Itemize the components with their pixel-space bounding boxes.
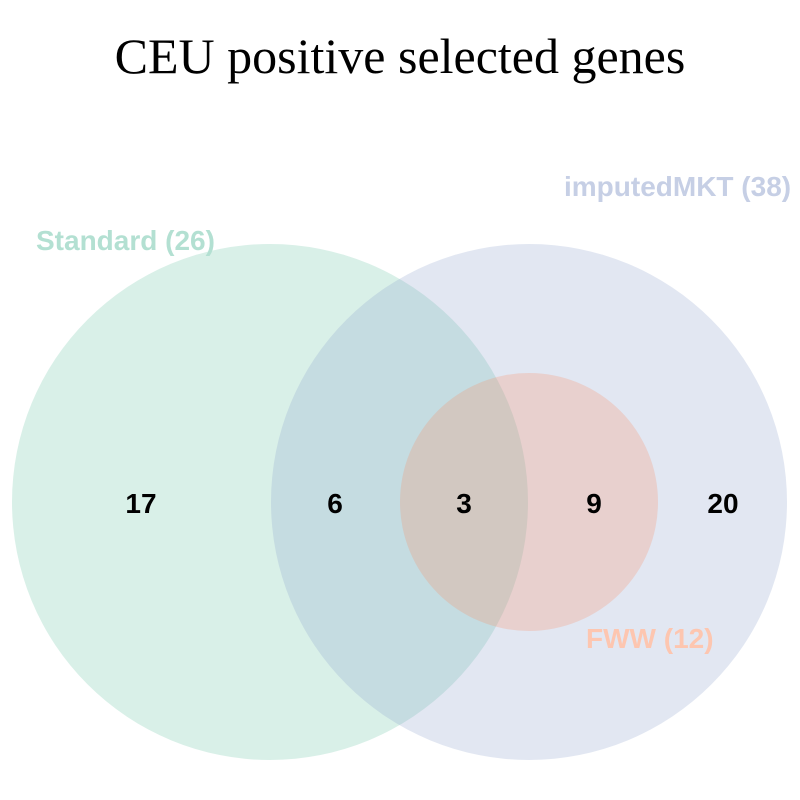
standard-imputedmkt-fww-count: 3 [456, 488, 472, 519]
fww-set-circle [400, 373, 658, 631]
diagram-title: CEU positive selected genes [115, 28, 686, 84]
standard-only-count: 17 [125, 488, 156, 519]
fww-set-label: FWW (12) [586, 623, 714, 654]
imputedmkt-set-label: imputedMKT (38) [564, 171, 791, 202]
standard-set-label: Standard (26) [36, 225, 215, 256]
standard-imputedmkt-count: 6 [327, 488, 343, 519]
imputedmkt-set-circle [271, 244, 787, 760]
imputedmkt-only-count: 20 [707, 488, 738, 519]
standard-set-circle [12, 244, 528, 760]
imputedmkt-fww-count: 9 [586, 488, 602, 519]
